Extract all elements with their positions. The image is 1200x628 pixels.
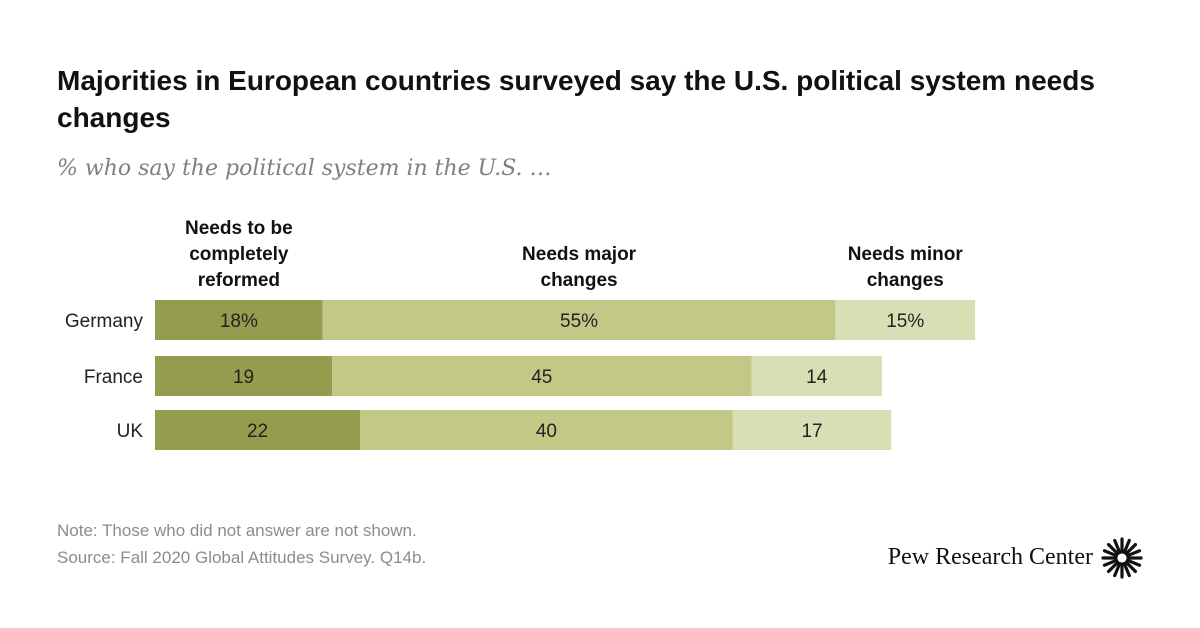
logo-ray [1124, 560, 1138, 574]
bar-uk-series-2 [360, 410, 733, 450]
logo-ray [1113, 538, 1122, 555]
stacked-bar-chart: Germany France UK 18% 55% 15% 19 45 14 22 40 17 Need… [65, 218, 976, 450]
bar-uk-series-3 [732, 410, 892, 450]
data-label-france-series-3: 14 [806, 367, 828, 388]
logo-ray [1113, 561, 1122, 578]
data-label-germany-series-2: 55% [560, 311, 598, 332]
data-label-uk-series-3: 17 [801, 421, 822, 442]
bar-france-series-2 [332, 356, 752, 396]
data-label-uk-series-1: 22 [247, 421, 268, 442]
series-header-1-line-2: completely [189, 244, 289, 265]
logo-ray [1122, 538, 1131, 555]
source-text: Source: Fall 2020 Global Attitudes Surve… [57, 548, 427, 567]
data-label-germany-series-3: 15% [886, 311, 924, 332]
series-header-3-line-1: Needs minor [848, 244, 964, 265]
bar-germany-series-1 [155, 300, 323, 340]
logo-ray [1106, 560, 1120, 574]
series-header-1-line-3: reformed [198, 270, 280, 291]
data-label-france-series-2: 45 [531, 367, 552, 388]
bar-germany-series-3 [835, 300, 976, 340]
category-label-germany: Germany [65, 311, 144, 332]
brand-name: Pew Research Center [887, 544, 1093, 570]
chart-title: Majorities in European countries surveye… [57, 65, 1095, 133]
logo-ray [1122, 561, 1131, 578]
logo-ray [1125, 558, 1142, 567]
logo-ray [1102, 558, 1119, 567]
bar-uk-series-1 [155, 410, 361, 450]
data-label-france-series-1: 19 [233, 367, 254, 388]
series-header-2-line-1: Needs major [522, 244, 637, 265]
series-header-1-line-1: Needs to be [185, 218, 293, 239]
chart-subtitle: % who say the political system in the U.… [57, 156, 552, 181]
bar-germany-series-2 [322, 300, 836, 340]
logo-ray [1125, 549, 1142, 558]
logo-ray [1102, 549, 1119, 558]
bar-france-series-3 [751, 356, 882, 396]
logo-ray [1106, 542, 1120, 556]
bar-france-series-1 [155, 356, 333, 396]
data-label-uk-series-2: 40 [536, 421, 557, 442]
category-label-uk: UK [117, 421, 144, 442]
category-label-france: France [84, 367, 143, 388]
series-header-3-line-2: changes [867, 270, 944, 291]
logo-ray [1124, 542, 1138, 556]
pew-sunburst-icon [1101, 537, 1143, 579]
series-header-2-line-2: changes [541, 270, 618, 291]
data-label-germany-series-1: 18% [220, 311, 258, 332]
note-text: Note: Those who did not answer are not s… [57, 521, 417, 540]
